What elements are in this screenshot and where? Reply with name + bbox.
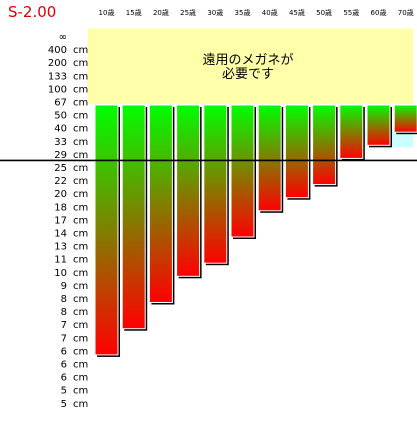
y-tick-unit: cm (73, 45, 88, 56)
y-tick-label: 10 (54, 268, 67, 279)
y-tick-unit: cm (73, 124, 88, 135)
y-tick-label: 5 (61, 399, 67, 410)
y-tick-unit: cm (73, 229, 88, 240)
y-tick-label: 50 (54, 111, 67, 122)
y-tick-label: 18 (54, 202, 67, 213)
zone-label: 遠用のメガネが (202, 53, 293, 68)
y-tick-unit: cm (73, 150, 88, 161)
bar (393, 104, 417, 133)
bar (230, 104, 255, 238)
bar (148, 104, 173, 303)
y-tick-unit: cm (73, 242, 88, 253)
age-label: 50歳 (316, 8, 332, 17)
bar (284, 104, 309, 199)
y-tick-label: 8 (61, 294, 67, 305)
y-tick-label: 11 (54, 255, 67, 266)
y-tick-unit: cm (73, 202, 88, 213)
age-label: 45歳 (289, 8, 305, 17)
y-tick-unit: cm (73, 71, 88, 82)
y-tick-unit: cm (73, 215, 88, 226)
y-tick-label: 25 (54, 163, 67, 174)
age-label: 40歳 (262, 8, 278, 17)
y-tick-label: 6 (61, 360, 67, 371)
y-tick-unit: cm (73, 373, 88, 384)
bar (312, 104, 337, 186)
y-tick-unit: cm (73, 320, 88, 331)
y-tick-label: 13 (54, 242, 67, 253)
y-tick-label: 9 (61, 281, 67, 292)
chart-title: S-2.00 (8, 3, 56, 21)
bar (176, 104, 201, 277)
y-tick-unit: cm (73, 386, 88, 397)
y-tick-unit: cm (73, 163, 88, 174)
age-label: 25歳 (180, 8, 196, 17)
y-tick-label: 20 (54, 189, 67, 200)
age-label: 55歳 (343, 8, 359, 17)
y-tick-label: 6 (61, 373, 67, 384)
y-tick-label: 5 (61, 386, 67, 397)
y-tick-unit: cm (73, 281, 88, 292)
y-tick-label: 6 (61, 346, 67, 357)
age-labels: 10歳 15歳 20歳 25歳 30歳 35歳 40歳 45歳 50歳 55歳 60歳 70歳 (99, 8, 414, 17)
y-tick-unit: cm (73, 307, 88, 318)
y-tick-unit: cm (73, 58, 88, 69)
age-label: 35歳 (235, 8, 251, 17)
zone-label: 必要です (222, 67, 274, 82)
y-tick-unit: cm (73, 84, 88, 95)
zone-far (88, 28, 413, 104)
y-tick-label: 40 (54, 124, 67, 135)
y-tick-unit: cm (73, 98, 88, 109)
age-label: 60歳 (371, 8, 387, 17)
y-tick-label: 7 (61, 320, 67, 331)
bar (94, 104, 119, 356)
y-tick-label: 22 (54, 176, 67, 187)
bar (257, 104, 282, 212)
y-tick-label: 29 (54, 150, 67, 161)
y-tick-unit: cm (73, 294, 88, 305)
y-tick-label: 7 (61, 333, 67, 344)
bar (121, 104, 146, 330)
y-tick-unit: cm (73, 346, 88, 357)
bar (203, 104, 228, 264)
age-label: 70歳 (398, 8, 414, 17)
y-tick-unit: cm (73, 333, 88, 344)
age-label: 15歳 (126, 8, 142, 17)
y-tick-unit: cm (73, 189, 88, 200)
y-tick-unit: cm (73, 255, 88, 266)
y-tick-unit: cm (73, 399, 88, 410)
y-tick-unit: cm (73, 360, 88, 371)
age-label: 10歳 (99, 8, 115, 17)
y-tick-label: 8 (61, 307, 67, 318)
y-tick-label: 14 (54, 229, 67, 240)
y-tick-unit: cm (73, 111, 88, 122)
bar (366, 104, 391, 146)
y-tick-unit: cm (73, 137, 88, 148)
y-tick-label: 200 (48, 58, 67, 69)
y-tick-label: 67 (54, 98, 67, 109)
y-tick-label: 400 (48, 45, 67, 56)
y-tick-label: 17 (54, 215, 67, 226)
y-tick-unit: cm (73, 268, 88, 279)
bar (339, 104, 364, 159)
y-tick-unit: cm (73, 176, 88, 187)
y-tick-label: 100 (48, 84, 67, 95)
age-label: 20歳 (153, 8, 169, 17)
bars (94, 104, 417, 357)
age-label: 30歳 (207, 8, 223, 17)
y-tick-label: 33 (54, 137, 67, 148)
y-tick-label: 133 (48, 71, 67, 82)
y-tick-label: ∞ (59, 32, 67, 43)
